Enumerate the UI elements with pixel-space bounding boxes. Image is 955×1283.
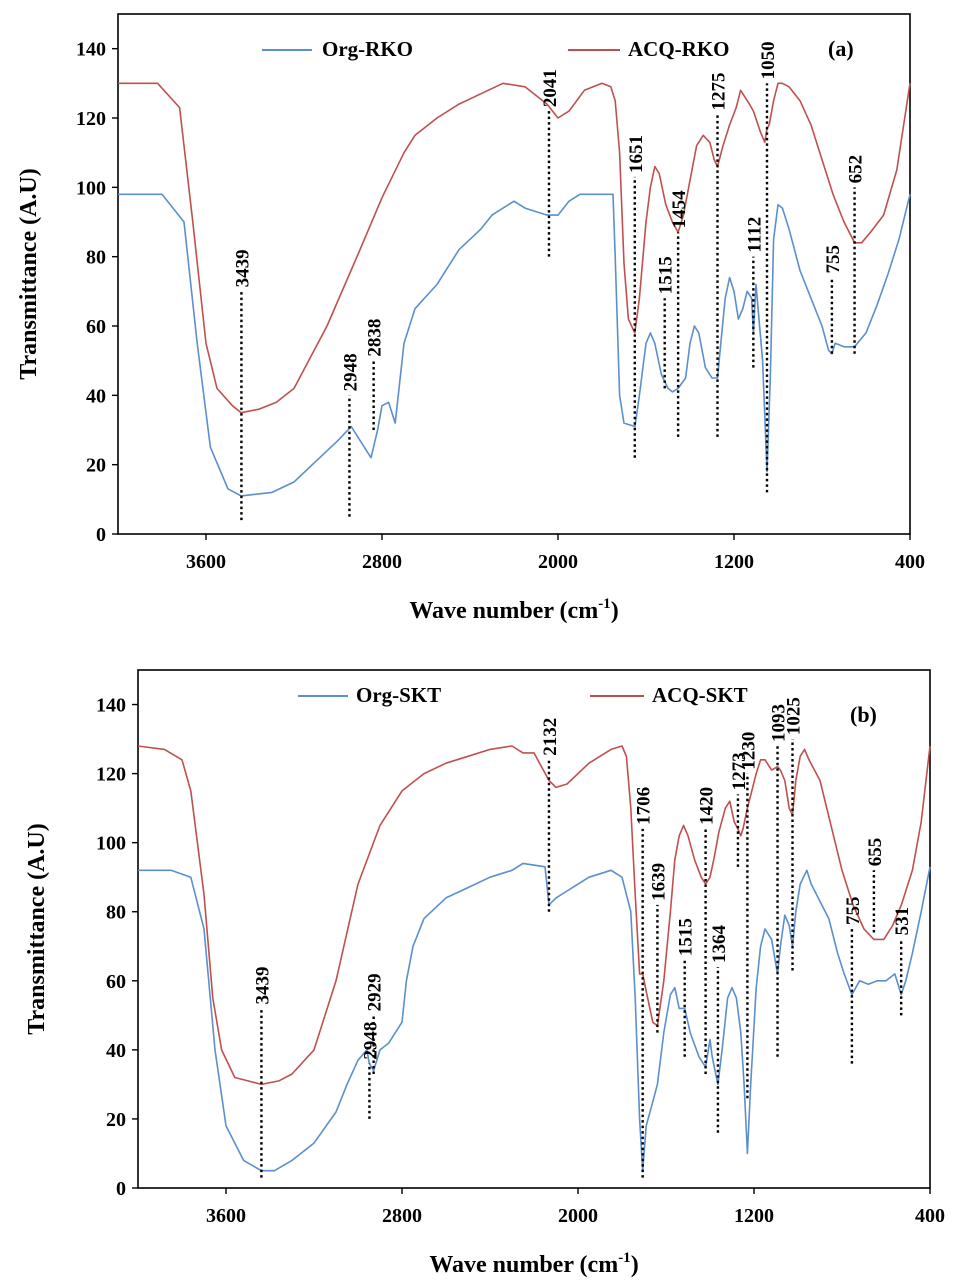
peak-label-1454: 1454 [669, 190, 690, 229]
x-tick-label: 2000 [538, 551, 578, 573]
x-axis-title: Wave number (cm-1) [409, 596, 618, 624]
peak-label-1706: 1706 [634, 787, 655, 825]
peak-label-1651: 1651 [626, 135, 647, 173]
x-tick-label: 3600 [186, 551, 226, 573]
x-axis-title: Wave number (cm-1) [429, 1250, 638, 1278]
peak-label-1093: 1093 [769, 704, 790, 742]
x-axis-title-end: ) [611, 598, 619, 624]
y-tick-label: 40 [86, 385, 106, 407]
legend-label-acq-skt: ACQ-SKT [652, 683, 748, 707]
y-tick-label: 120 [76, 108, 106, 130]
peak-label-755: 755 [823, 245, 844, 274]
peak-label-1515: 1515 [676, 918, 697, 956]
peak-label-2948: 2948 [360, 1022, 381, 1060]
legend-label-org-rko: Org-RKO [322, 37, 413, 61]
y-tick-label: 80 [86, 247, 106, 269]
peak-label-2041: 2041 [540, 69, 561, 107]
peak-label-1025: 1025 [784, 697, 805, 735]
legend-label-org-skt: Org-SKT [356, 683, 441, 707]
x-tick-label: 1200 [734, 1205, 774, 1227]
peak-label-1275: 1275 [709, 73, 730, 111]
x-tick-label: 400 [915, 1205, 945, 1227]
peak-label-1230: 1230 [738, 732, 759, 770]
y-tick-label: 0 [116, 1178, 126, 1200]
peak-label-655: 655 [865, 838, 886, 867]
peak-label-2838: 2838 [365, 319, 386, 357]
peak-label-3439: 3439 [232, 249, 253, 287]
x-tick-label: 2000 [558, 1205, 598, 1227]
x-axis-title-end: ) [631, 1252, 639, 1278]
series-line-org-skt [138, 862, 931, 1172]
y-tick-label: 60 [86, 316, 106, 338]
x-axis-title-text: Wave number (cm [429, 1252, 618, 1278]
x-tick-label: 400 [895, 551, 925, 573]
peak-label-2929: 2929 [365, 973, 386, 1011]
peak-label-1364: 1364 [709, 924, 730, 963]
peak-label-1420: 1420 [697, 787, 718, 825]
peak-label-1515: 1515 [656, 256, 677, 294]
legend-label-acq-rko: ACQ-RKO [628, 37, 730, 61]
y-tick-label: 20 [86, 455, 106, 477]
panel-a-chart: 0 20 40 60 80 100 120 140 3600 2800 2000 1200 400 Wav… [16, 13, 925, 624]
series-line-org-rko [118, 193, 911, 497]
x-tick-label: 2800 [382, 1205, 422, 1227]
x-tick-label: 1200 [714, 551, 754, 573]
peak-label-531: 531 [892, 907, 913, 936]
plot-frame [137, 669, 931, 1189]
peak-label-1112: 1112 [744, 217, 765, 253]
y-tick-label: 100 [96, 833, 126, 855]
y-tick-label: 20 [106, 1109, 126, 1131]
y-tick-label: 140 [96, 695, 126, 717]
panel-b-chart: 0 20 40 60 80 100 120 140 3600 2800 2000 1200 400 Wav… [24, 669, 945, 1278]
peak-label-3439: 3439 [252, 966, 273, 1004]
y-tick-label: 80 [106, 902, 126, 924]
peak-label-2132: 2132 [540, 718, 561, 756]
y-tick-label: 100 [76, 177, 106, 199]
peak-label-652: 652 [846, 155, 867, 184]
x-axis-title-sup: -1 [598, 596, 611, 612]
y-tick-label: 120 [96, 764, 126, 786]
series-line-acq-skt [137, 745, 931, 1086]
y-tick-label: 140 [76, 39, 106, 61]
y-tick-label: 0 [96, 524, 106, 546]
x-tick-label: 2800 [362, 551, 402, 573]
peak-label-1273: 1273 [729, 752, 750, 790]
x-axis-title-text: Wave number (cm [409, 598, 598, 624]
x-axis-title-sup: -1 [618, 1250, 631, 1266]
peak-label-2948: 2948 [340, 353, 361, 391]
panel-label: (b) [850, 702, 877, 727]
panel-label: (a) [828, 36, 854, 61]
y-tick-label: 60 [106, 971, 126, 993]
y-axis-title: Transmittance (A.U) [24, 823, 50, 1035]
y-tick-label: 40 [106, 1040, 126, 1062]
peak-label-1050: 1050 [758, 41, 779, 79]
peak-label-755: 755 [843, 897, 864, 926]
series-line-acq-rko [118, 82, 911, 414]
plot-frame [117, 13, 911, 535]
peak-label-1639: 1639 [648, 863, 669, 901]
x-tick-label: 3600 [206, 1205, 246, 1227]
y-axis-title: Transmittance (A.U) [16, 168, 42, 380]
